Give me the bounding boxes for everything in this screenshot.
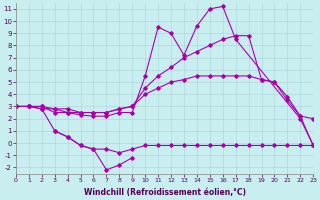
X-axis label: Windchill (Refroidissement éolien,°C): Windchill (Refroidissement éolien,°C): [84, 188, 245, 197]
